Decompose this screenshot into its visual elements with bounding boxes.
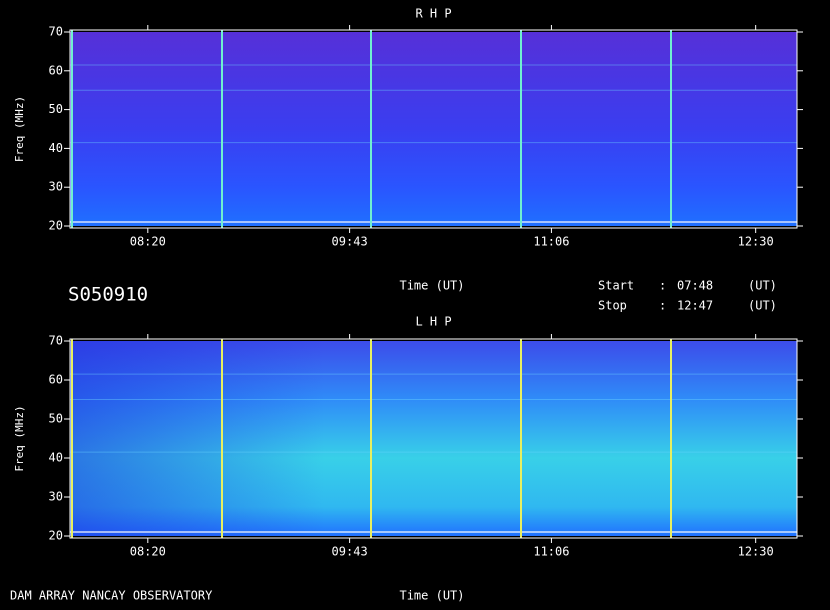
y-tick-label: 60 (49, 373, 63, 387)
y-tick-label: 40 (49, 451, 63, 465)
observation-id: S050910 (68, 284, 148, 306)
x-tick-label: 08:20 (130, 545, 166, 559)
footer: DAM ARRAY NANCAY OBSERVATORY (10, 589, 213, 603)
y-tick-label: 30 (49, 180, 63, 194)
frame (69, 29, 798, 229)
x-tick-label: 09:43 (332, 235, 368, 249)
y-tick-label: 40 (49, 141, 63, 155)
x-tick-label: 11:06 (533, 545, 569, 559)
spectrogram-shade (70, 341, 797, 536)
start-time: 07:48 (677, 279, 713, 293)
y-tick-label: 20 (49, 219, 63, 233)
start-unit: (UT) (748, 279, 777, 293)
stop-unit: (UT) (748, 299, 777, 313)
y-tick-label: 70 (49, 25, 63, 39)
stop-sep: : (659, 299, 666, 313)
stop-label: Stop (598, 299, 627, 313)
x-tick-label: 08:20 (130, 235, 166, 249)
y-tick-label: 20 (49, 529, 63, 543)
x-tick-label: 09:43 (332, 545, 368, 559)
stop-time: 12:47 (677, 299, 713, 313)
y-axis-label: Freq (MHz) (13, 96, 26, 162)
y-axis-label: Freq (MHz) (13, 405, 26, 471)
spectrogram (70, 32, 797, 226)
x-tick-label: 11:06 (533, 235, 569, 249)
panel-title: R H P (415, 7, 451, 21)
y-tick-label: 30 (49, 490, 63, 504)
x-tick-label: 12:30 (738, 235, 774, 249)
y-tick-label: 50 (49, 412, 63, 426)
x-axis-label: Time (UT) (399, 279, 464, 293)
y-tick-label: 50 (49, 102, 63, 116)
x-axis-label: Time (UT) (399, 589, 464, 603)
start-sep: : (659, 279, 666, 293)
start-label: Start (598, 279, 634, 293)
panel-title: L H P (415, 315, 451, 329)
y-tick-label: 70 (49, 334, 63, 348)
y-tick-label: 60 (49, 63, 63, 77)
frame (69, 338, 798, 539)
x-tick-label: 12:30 (738, 545, 774, 559)
